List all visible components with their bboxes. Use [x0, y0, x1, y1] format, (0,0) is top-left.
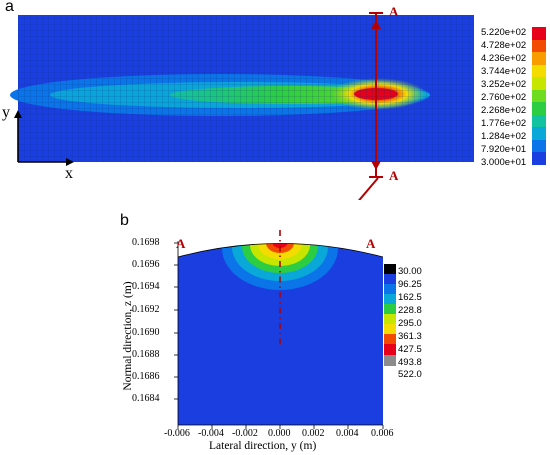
panel-a-label: a: [5, 0, 14, 15]
y-tick-label: 0.1694: [132, 281, 160, 292]
y-axis-title: Normal direction, z (m): [122, 281, 134, 391]
mesh-grid: [18, 15, 474, 162]
colorbar-a-tick: 7.920e+01: [481, 144, 527, 155]
y-axis-label: y: [2, 104, 10, 121]
colorbar-b-tick: 493.8: [398, 357, 422, 368]
colorbar-a-tick: 3.744e+02: [481, 66, 527, 77]
y-tick-label: 0.1692: [132, 304, 160, 315]
x-tick-label: -0.002: [232, 428, 258, 439]
x-tick-label: 0.000: [268, 428, 291, 439]
colorbar-a-tick: 3.252e+02: [481, 79, 527, 90]
section-label-top: A: [389, 4, 399, 19]
x-axis-title: Lateral direction, y (m): [209, 440, 317, 452]
x-tick-label: 0.002: [302, 428, 325, 439]
colorbar-b-tick: 427.5: [398, 344, 422, 355]
y-tick-label: 0.1688: [132, 349, 160, 360]
colorbar-a-tick: 5.220e+02: [481, 27, 527, 38]
y-tick-label: 0.1698: [132, 237, 160, 248]
section-label-right: A: [366, 236, 376, 251]
x-tick-label: 0.004: [336, 428, 359, 439]
callout-arrow: [358, 177, 379, 200]
section-label-bottom: A: [389, 168, 399, 183]
colorbar-b-tick: 361.3: [398, 331, 422, 342]
x-axis-label: x: [65, 165, 73, 182]
colorbar-a-tick: 4.236e+02: [481, 53, 527, 64]
colorbar-a-tick: 3.000e+01: [481, 157, 527, 168]
y-tick-label: 0.1690: [132, 327, 160, 338]
colorbar-b-tick: 30.00: [398, 266, 422, 277]
colorbar-a: [532, 27, 546, 165]
section-label-left: A: [176, 236, 186, 251]
x-tick-label: 0.006: [371, 428, 394, 439]
x-tick-label: -0.006: [164, 428, 190, 439]
colorbar-a-tick: 1.776e+02: [481, 118, 527, 129]
y-tick-label: 0.1684: [132, 393, 160, 404]
colorbar-a-tick: 2.760e+02: [481, 92, 527, 103]
colorbar-b-tick: 522.0: [398, 369, 422, 380]
colorbar-b-tick: 228.8: [398, 305, 422, 316]
panel-b-plot: [174, 230, 384, 429]
colorbar-b-tick: 96.25: [398, 279, 422, 290]
panel-b-label: b: [120, 212, 129, 229]
colorbar-b-tick: 295.0: [398, 318, 422, 329]
y-tick-label: 0.1696: [132, 259, 160, 270]
colorbar-a-tick: 4.728e+02: [481, 40, 527, 51]
colorbar-b: [384, 264, 396, 366]
colorbar-a-tick: 1.284e+02: [481, 131, 527, 142]
y-tick-label: 0.1686: [132, 371, 160, 382]
panel-a-plot: [10, 12, 474, 200]
colorbar-b-tick: 162.5: [398, 292, 422, 303]
x-tick-label: -0.004: [198, 428, 224, 439]
colorbar-a-tick: 2.268e+02: [481, 105, 527, 116]
